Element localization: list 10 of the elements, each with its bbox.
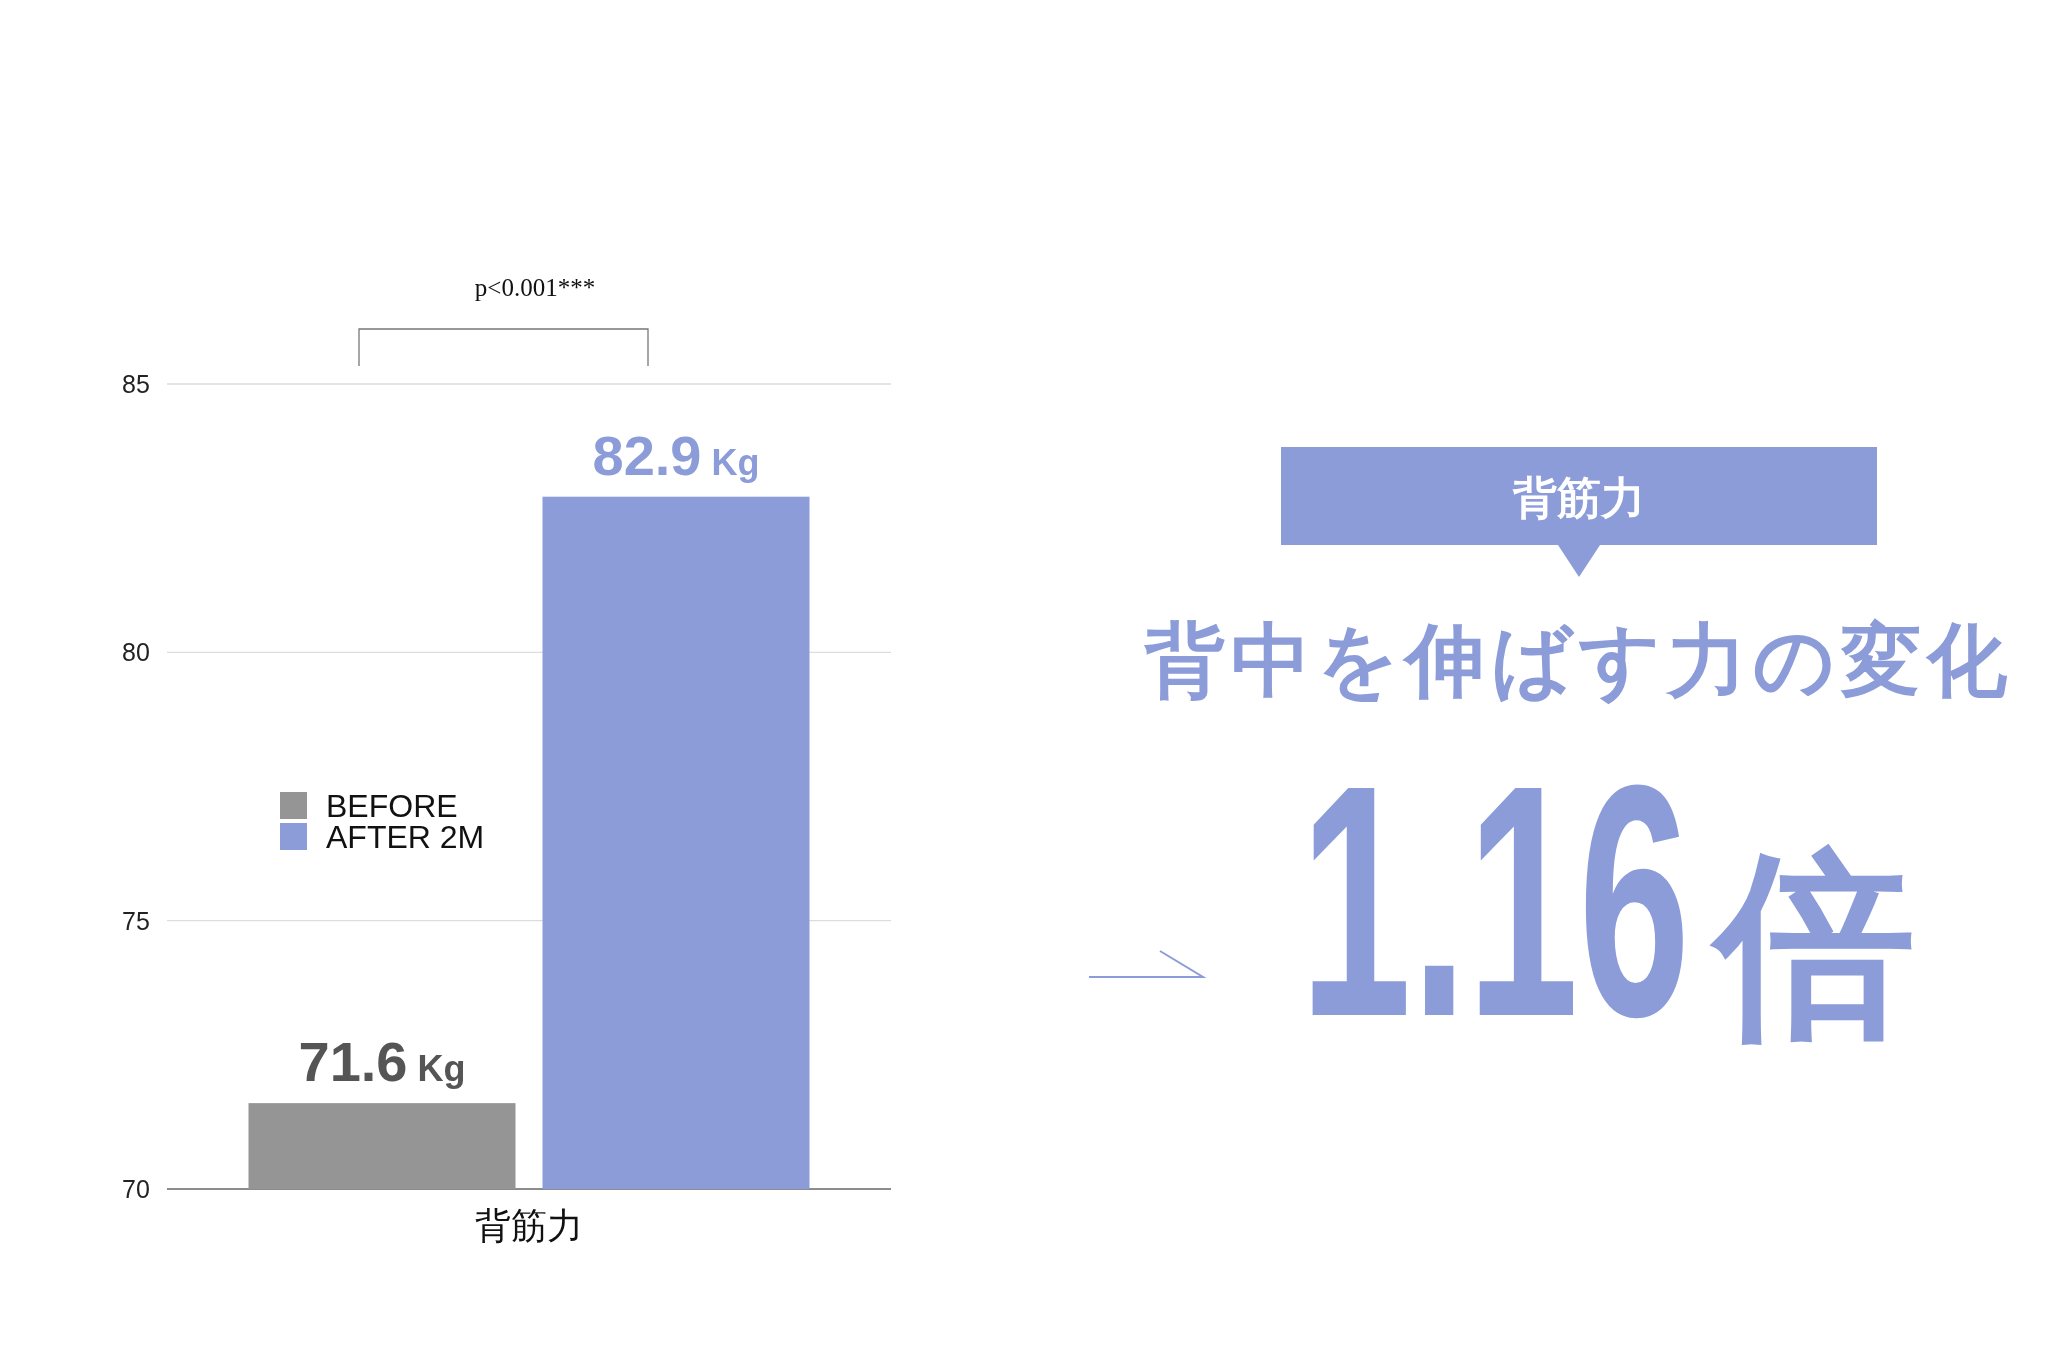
y-tick-label: 70 xyxy=(122,1175,150,1203)
text: 背中を伸ばす力の変化 xyxy=(1143,616,2013,705)
y-tick-label: 75 xyxy=(122,906,150,935)
data-label: 71.6 Kg xyxy=(298,1030,466,1094)
text: 1.16倍 xyxy=(1300,716,1943,1085)
y-tick-label: 85 xyxy=(122,370,150,398)
y-tick-label: 80 xyxy=(122,638,150,667)
text: p<0.001*** xyxy=(474,274,596,301)
text: 背筋力 xyxy=(1512,473,1645,522)
data-label: 82.9 Kg xyxy=(592,423,760,487)
